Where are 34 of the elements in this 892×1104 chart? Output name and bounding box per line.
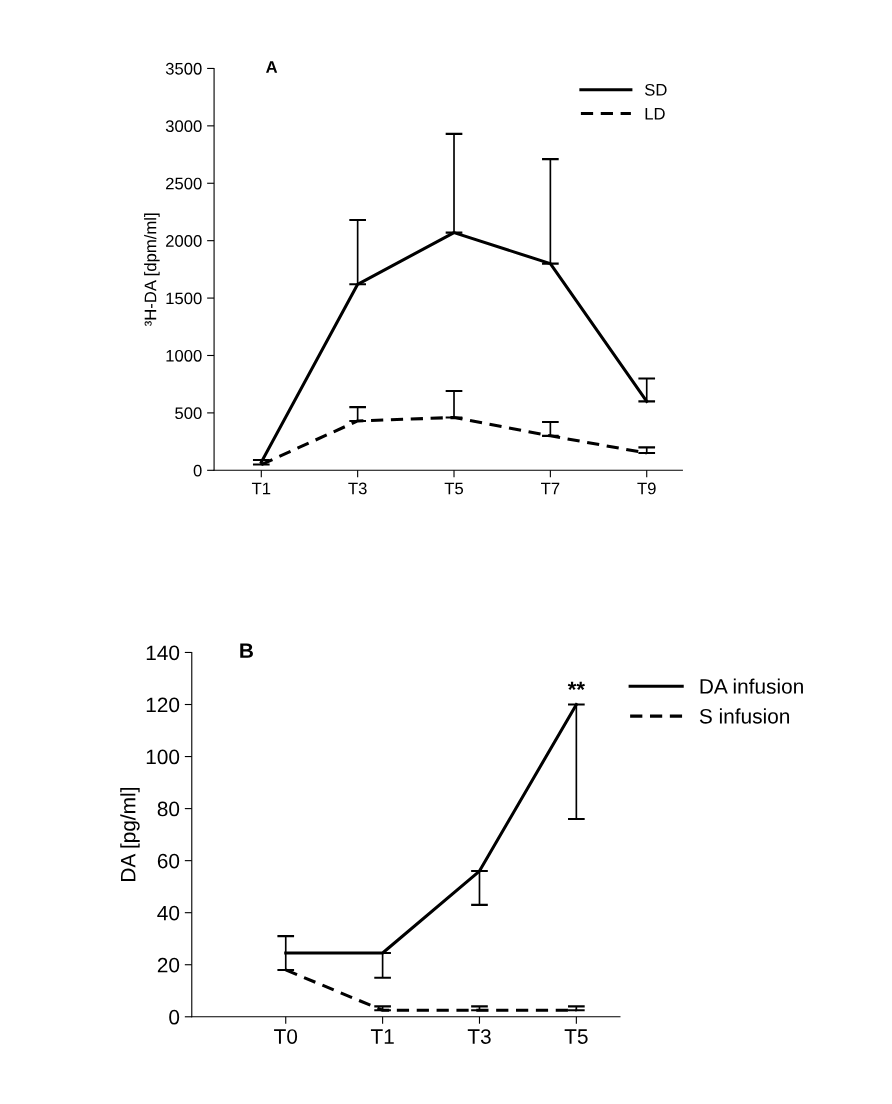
y-tick-label: 20 [157, 957, 180, 973]
x-tick-label: T1 [370, 1029, 394, 1044]
x-tick-label: T1 [251, 482, 271, 495]
x-tick-label: T0 [274, 1029, 298, 1044]
y-tick-label: 40 [157, 905, 180, 921]
y-tick-label: 1500 [166, 292, 202, 305]
x-tick-label: T7 [541, 482, 560, 495]
legend-label: DA infusion [700, 678, 803, 694]
y-tick-label: 80 [157, 801, 180, 817]
y-tick-label: 100 [146, 749, 180, 765]
y-tick-label: 0 [169, 1009, 180, 1025]
annotation: ** [567, 681, 585, 691]
legend-label: SD [644, 83, 667, 96]
y-tick-label: 3500 [165, 62, 202, 75]
x-tick-label: T3 [467, 1029, 491, 1044]
chart-title: B [240, 643, 253, 658]
chart-title: A [266, 61, 278, 73]
y-tick-label: 2000 [166, 235, 202, 247]
x-tick-label: T3 [348, 482, 367, 495]
legend-label: LD [645, 107, 665, 120]
y-tick-label: 3000 [165, 120, 202, 133]
y-tick-label: 60 [157, 853, 180, 869]
x-tick-label: T5 [564, 1029, 588, 1044]
x-tick-label: T9 [637, 482, 656, 495]
y-tick-label: 500 [175, 407, 202, 420]
y-axis-title: ³H-DA [dpm/ml] [144, 213, 160, 327]
y-tick-label: 120 [146, 697, 180, 713]
legend-label: S infusion [699, 708, 790, 724]
y-axis-title: DA [pg/ml] [120, 788, 140, 881]
y-tick-label: 2500 [166, 177, 202, 190]
y-tick-label: 0 [193, 464, 202, 477]
y-tick-label: 1000 [166, 349, 202, 362]
x-tick-label: T5 [444, 482, 464, 495]
y-tick-label: 140 [146, 645, 180, 661]
